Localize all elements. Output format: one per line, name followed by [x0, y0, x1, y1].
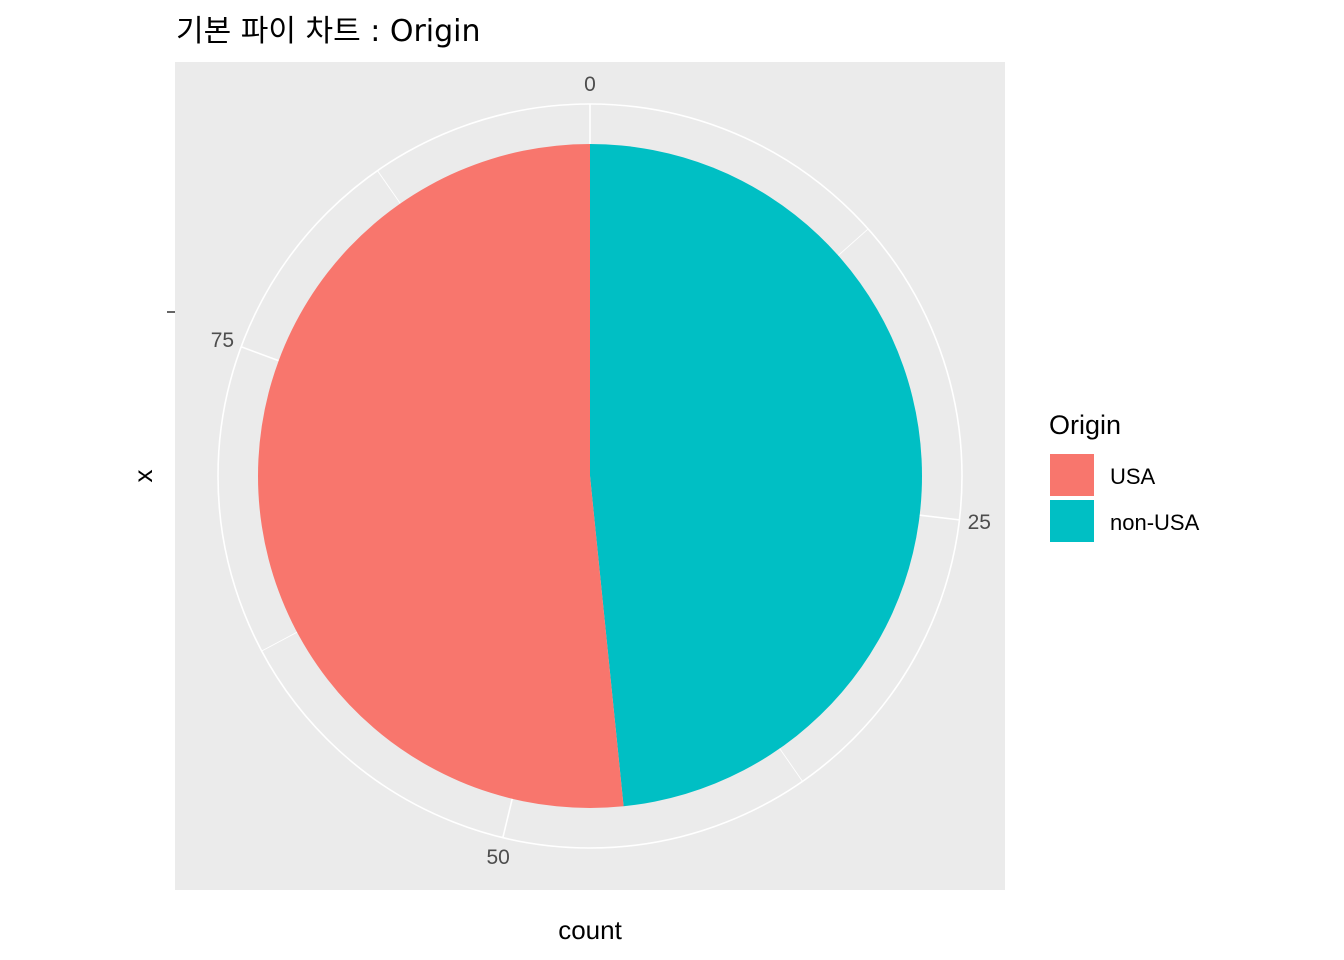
- grid-minor-spoke: [778, 746, 803, 782]
- grid-major-spoke: [502, 796, 514, 838]
- pie-slice-non-usa: [590, 144, 922, 807]
- pie-slices: [257, 144, 922, 809]
- legend-label: USA: [1110, 464, 1156, 489]
- y-axis-title: x: [128, 470, 158, 483]
- chart-title: 기본 파이 차트 : Origin: [176, 14, 481, 49]
- legend-swatch: [1050, 454, 1094, 496]
- polar-grid: [217, 103, 963, 849]
- x-axis-title: count: [558, 915, 622, 945]
- grid-major-spoke: [240, 346, 281, 363]
- legend-swatch: [1050, 500, 1094, 542]
- legend: Origin USA non-USA: [1049, 410, 1200, 542]
- legend-title: Origin: [1049, 410, 1121, 440]
- theta-tick-label: 50: [486, 846, 509, 869]
- grid-minor-spoke: [261, 630, 300, 652]
- theta-tick-label: 0: [584, 73, 596, 96]
- grid-major-spoke: [917, 514, 960, 521]
- legend-label: non-USA: [1110, 510, 1200, 535]
- theta-tick-label: 75: [211, 329, 234, 352]
- legend-items: USA non-USA: [1050, 454, 1200, 542]
- theta-tick-label: 25: [968, 511, 991, 534]
- pie-slice-usa: [257, 144, 624, 809]
- grid-minor-spoke: [377, 170, 402, 206]
- theta-tick-labels: 0 25 50 75: [211, 73, 991, 869]
- grid-minor-spoke: [836, 228, 869, 258]
